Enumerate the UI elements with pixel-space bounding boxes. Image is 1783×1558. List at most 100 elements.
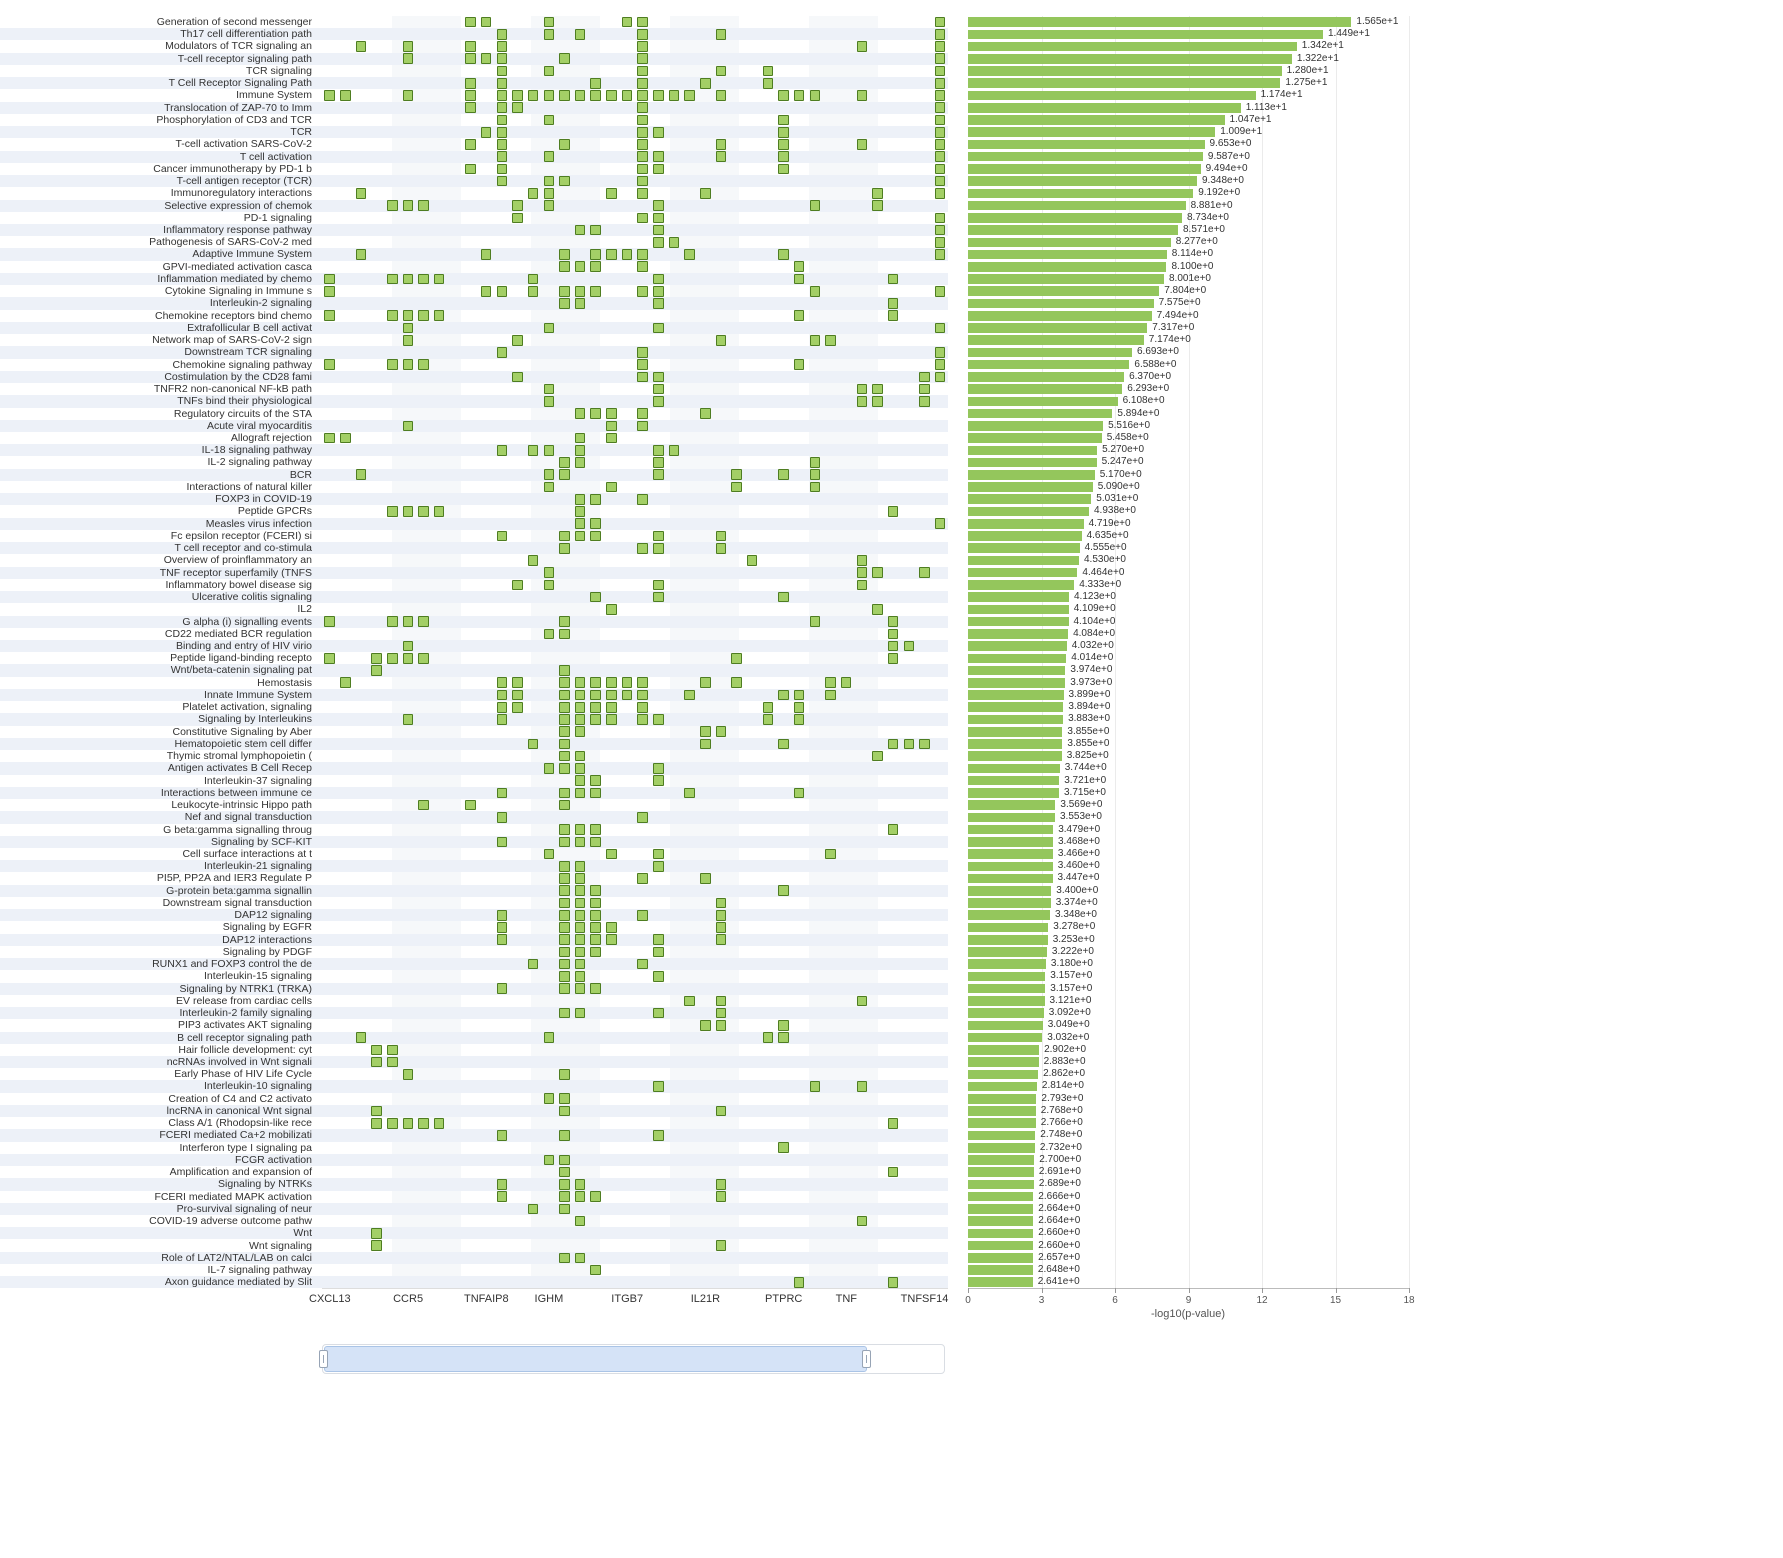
grid-cell	[606, 848, 617, 860]
pathway-label: Hematopoietic stem cell differ	[174, 737, 312, 750]
pathway-row: Ulcerative colitis signaling 4.123e+0	[0, 591, 1783, 604]
pathway-row: Interleukin-15 signaling 3.157e+0	[0, 970, 1783, 982]
grid-cell	[418, 616, 429, 627]
grid-cell	[934, 163, 946, 175]
row-stripe	[0, 1031, 948, 1044]
grid-cell	[637, 188, 648, 199]
grid-cell	[934, 102, 946, 114]
row-stripe	[0, 884, 948, 897]
pathway-row: TCR signaling 1.280e+1	[0, 65, 1783, 77]
datazoom-slider[interactable]	[319, 1344, 945, 1374]
grid-cell	[653, 714, 664, 725]
bar	[968, 1240, 1034, 1251]
bar	[968, 677, 1066, 688]
grid-cell	[793, 689, 805, 701]
grid-cell	[559, 714, 570, 725]
bar	[968, 1155, 1035, 1165]
grid-cell	[590, 518, 601, 530]
grid-cell	[574, 224, 586, 236]
row-stripe	[0, 297, 948, 310]
grid-cell	[715, 995, 727, 1007]
pathway-label: BCR	[289, 468, 312, 481]
pathway-label: TNF receptor superfamily (TNFS	[159, 566, 312, 579]
grid-cell	[559, 1252, 570, 1264]
grid-cell	[371, 1105, 382, 1117]
grid-cell	[387, 653, 398, 664]
x-axis-title: -log10(p-value)	[1151, 1308, 1225, 1320]
grid-cell	[856, 139, 868, 150]
grid-cell	[527, 555, 539, 566]
grid-cell	[559, 689, 570, 701]
grid-cell	[746, 555, 758, 566]
row-stripe	[0, 370, 948, 384]
grid-cell	[355, 469, 367, 481]
grid-cell	[418, 1117, 429, 1129]
grid-cell	[731, 653, 742, 664]
grid-cell	[606, 188, 617, 199]
row-stripe	[0, 126, 948, 139]
bar	[968, 347, 1132, 358]
pathway-row: Wnt 2.660e+0	[0, 1227, 1783, 1240]
grid-cell	[653, 1007, 664, 1019]
grid-cell	[433, 273, 445, 285]
bar	[968, 763, 1060, 774]
grid-cell	[621, 677, 633, 689]
grid-cell	[934, 518, 946, 530]
grid-cell	[559, 90, 570, 101]
grid-cell	[512, 689, 523, 701]
pathway-row: PI5P, PP2A and IER3 Regulate P 3.447e+0	[0, 872, 1783, 884]
datazoom-window[interactable]	[324, 1346, 867, 1372]
bar	[968, 751, 1062, 761]
grid-cell	[590, 885, 601, 897]
grid-cell	[856, 555, 868, 566]
grid-cell	[480, 249, 492, 260]
axis-tick	[1409, 1288, 1410, 1294]
grid-cell	[574, 909, 586, 921]
grid-cell	[480, 53, 492, 65]
pathway-row: Translocation of ZAP-70 to Imm 1.113e+1	[0, 101, 1783, 114]
pathway-row: Phosphorylation of CD3 and TCR 1.047e+1	[0, 114, 1783, 126]
grid-cell	[371, 653, 382, 664]
gene-axis-label: IGHM	[534, 1293, 564, 1306]
bar	[968, 274, 1164, 284]
bar-value: 2.648e+0	[1037, 1263, 1080, 1275]
grid-cell	[606, 90, 617, 101]
bar-value: 3.894e+0	[1068, 701, 1111, 713]
grid-cell	[559, 542, 570, 554]
grid-cell	[574, 432, 586, 444]
grid-cell	[653, 445, 664, 456]
bar-value: 1.322e+1	[1296, 52, 1339, 64]
pathway-row: T-cell antigen receptor (TCR) 9.348e+0	[0, 175, 1783, 188]
grid-cell	[778, 126, 789, 138]
grid-cell	[543, 396, 555, 407]
bar-value: 4.032e+0	[1071, 639, 1114, 651]
row-stripe	[0, 321, 948, 335]
grid-cell	[559, 787, 570, 799]
pathway-label: Constitutive Signaling by Aber	[172, 725, 313, 738]
grid-cell	[387, 310, 398, 322]
datazoom-handle-right[interactable]	[862, 1350, 871, 1368]
bar-value: 1.047e+1	[1229, 113, 1272, 125]
pathway-row: B cell receptor signaling path 3.032e+0	[0, 1031, 1783, 1044]
bar-value: 6.370e+0	[1129, 370, 1172, 382]
grid-cell	[574, 506, 586, 517]
bar-value: 4.464e+0	[1082, 566, 1125, 578]
grid-cell	[371, 665, 382, 676]
row-stripe	[0, 1055, 948, 1069]
bar	[968, 237, 1171, 248]
bar-value: 3.715e+0	[1064, 786, 1106, 798]
bar	[968, 739, 1063, 749]
bar-value: 3.092e+0	[1048, 1007, 1091, 1019]
pathway-label: Axon guidance mediated by Slit	[164, 1276, 312, 1289]
grid-cell	[355, 41, 367, 52]
row-stripe	[0, 517, 948, 530]
axis-tick	[968, 1288, 969, 1294]
pathway-label: Interactions between immune ce	[160, 786, 312, 799]
grid-cell	[402, 273, 414, 285]
pathway-label: Signaling by NTRKs	[218, 1178, 312, 1191]
grid-cell	[919, 567, 930, 578]
grid-cell	[512, 371, 523, 383]
grid-cell	[402, 1117, 414, 1129]
datazoom-handle-left[interactable]	[319, 1350, 328, 1368]
